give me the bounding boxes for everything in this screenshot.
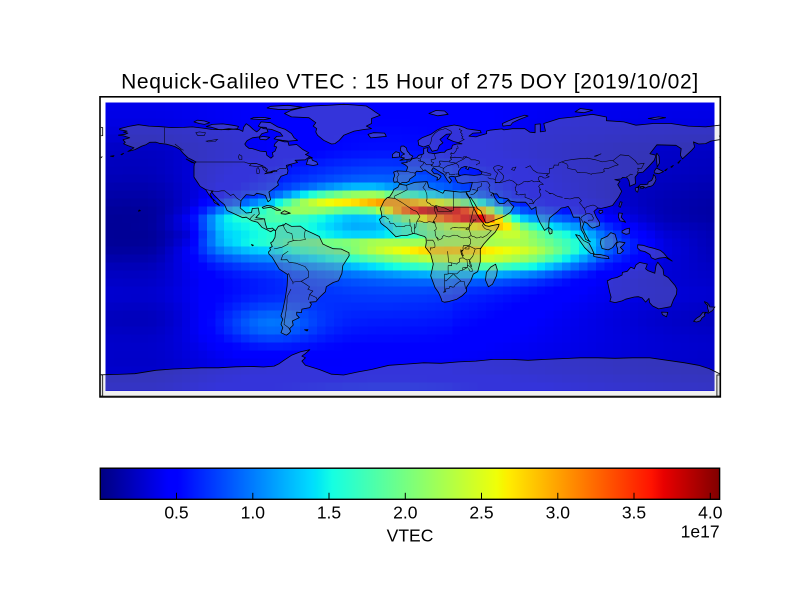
svg-text:VTEC: VTEC (387, 526, 434, 546)
svg-text:4.0: 4.0 (698, 503, 723, 523)
svg-text:2.0: 2.0 (393, 503, 418, 523)
svg-text:Nequick-Galileo VTEC : 15 Hour: Nequick-Galileo VTEC : 15 Hour of 275 DO… (121, 71, 699, 94)
svg-text:1e17: 1e17 (681, 522, 720, 542)
svg-text:1.5: 1.5 (317, 503, 341, 523)
svg-text:1.0: 1.0 (241, 503, 266, 523)
svg-text:3.5: 3.5 (622, 503, 646, 523)
svg-text:3.0: 3.0 (546, 503, 571, 523)
svg-text:2.5: 2.5 (469, 503, 493, 523)
svg-text:0.5: 0.5 (164, 503, 188, 523)
